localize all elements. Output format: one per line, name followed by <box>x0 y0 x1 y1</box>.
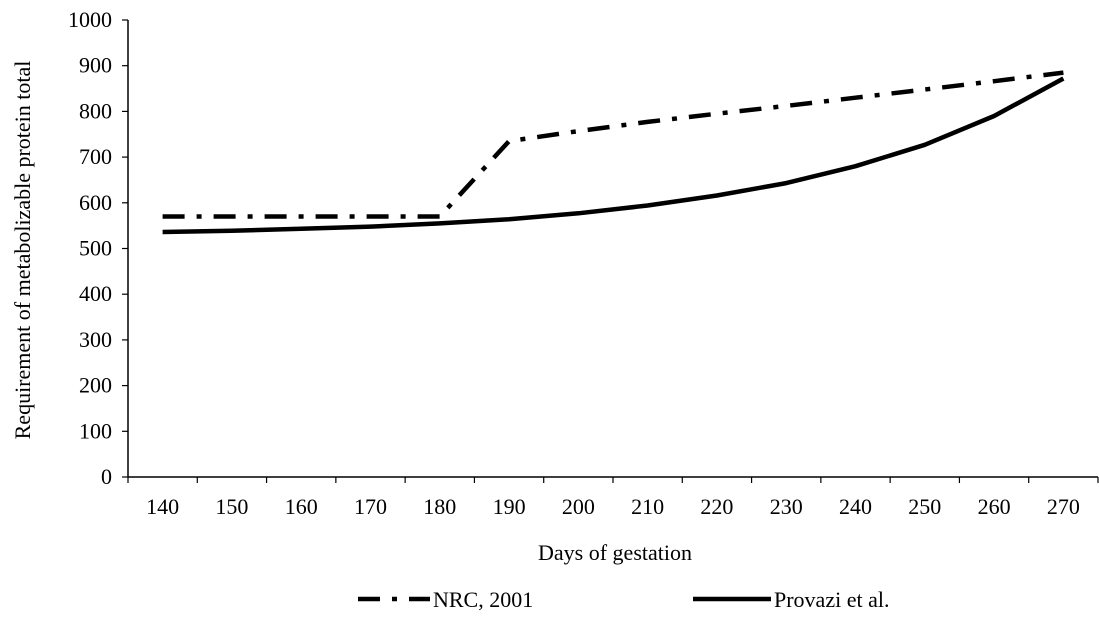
y-tick-label: 600 <box>79 190 112 215</box>
x-tick-label: 250 <box>908 494 941 519</box>
y-tick-label: 200 <box>79 373 112 398</box>
legend: NRC, 2001 Provazi et al. <box>358 587 889 612</box>
y-tick-label: 400 <box>79 281 112 306</box>
series-line-provazi-et-al <box>162 76 1065 235</box>
y-tick-label: 900 <box>79 53 112 78</box>
x-tick-label: 210 <box>631 494 664 519</box>
x-tick-label: 190 <box>493 494 526 519</box>
x-tick-label: 260 <box>978 494 1011 519</box>
x-tick-label: 170 <box>354 494 387 519</box>
x-tick-label: 140 <box>146 494 179 519</box>
x-tick-label: 270 <box>1047 494 1080 519</box>
axes <box>122 19 1099 483</box>
y-tick-label: 1000 <box>68 7 112 32</box>
x-tick-label: 220 <box>700 494 733 519</box>
x-tick-label: 200 <box>562 494 595 519</box>
y-tick-label: 100 <box>79 418 112 443</box>
y-tick-label: 300 <box>79 327 112 352</box>
x-tick-label: 150 <box>215 494 248 519</box>
x-tick-label: 160 <box>285 494 318 519</box>
tick-labels: 0 100 200 300 400 500 600 700 800 900 1000 140 150 16… <box>68 7 1080 519</box>
y-tick-label: 700 <box>79 144 112 169</box>
y-tick-label: 0 <box>101 464 112 489</box>
legend-label: NRC, 2001 <box>433 587 533 612</box>
x-tick-label: 230 <box>770 494 803 519</box>
x-axis-title: Days of gestation <box>538 540 692 565</box>
x-tick-label: 180 <box>423 494 456 519</box>
series-lines <box>162 70 1065 235</box>
y-axis-title: Requirement of metabolizable protein tot… <box>10 61 35 440</box>
series-line-nrc-2001 <box>162 70 1064 219</box>
x-tick-label: 240 <box>839 494 872 519</box>
y-tick-label: 800 <box>79 98 112 123</box>
legend-label: Provazi et al. <box>774 587 889 612</box>
y-tick-label: 500 <box>79 236 112 261</box>
